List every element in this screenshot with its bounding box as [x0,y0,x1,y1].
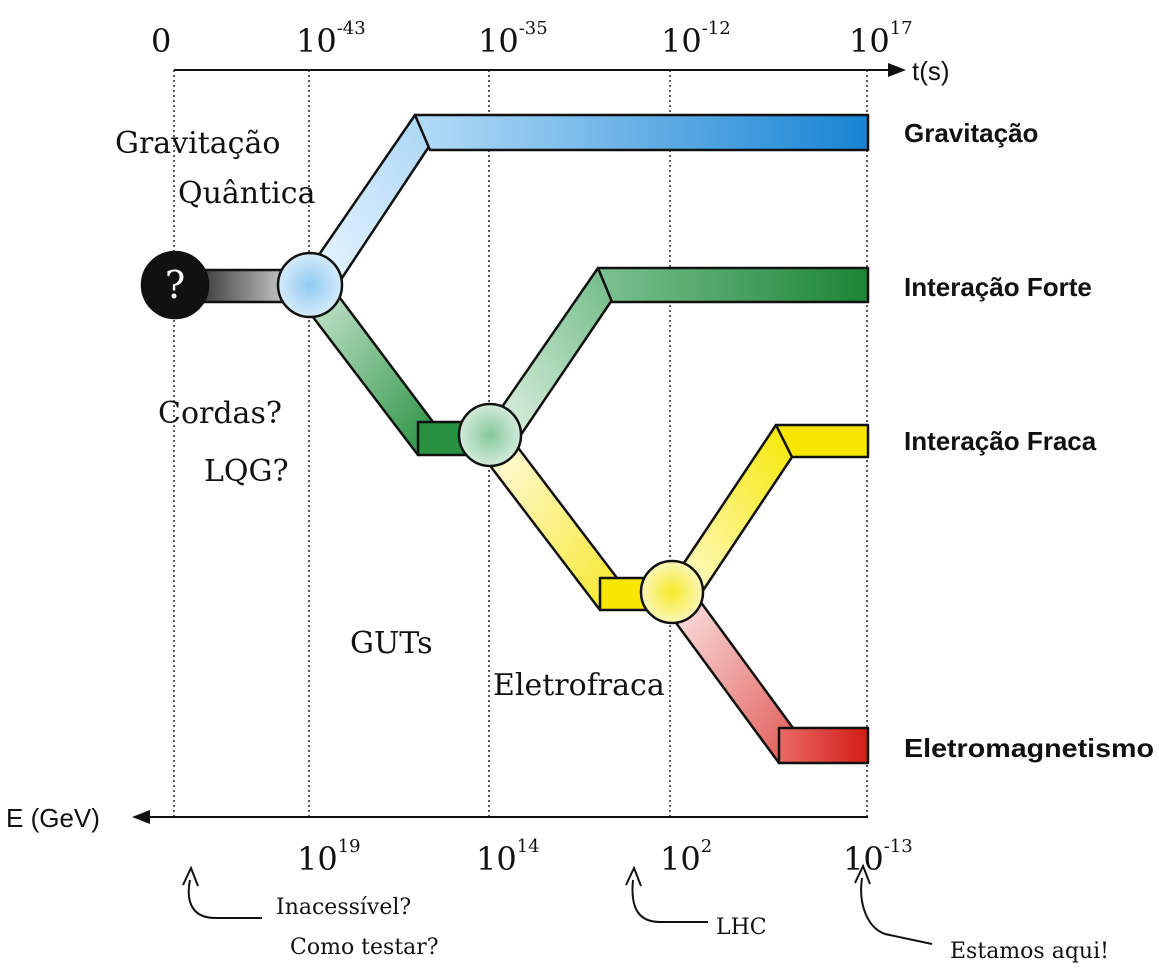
here-arrow-icon [860,877,933,945]
lhc-arrowhead-icon [625,865,642,887]
time-tick-4: 1017 [849,18,913,60]
note-texts: Inacessível? Como testar? LHC Estamos aq… [276,895,1109,964]
unification-nodes [140,250,705,625]
note-lhc: LHC [716,915,767,940]
energy-tick-1: 1014 [476,836,540,878]
energy-tick-3: 10-13 [843,836,913,878]
electroweak-label: Eletrofraca [493,668,665,703]
label-strong: Interação Forte [904,272,1092,302]
band-electroweak-descent [486,443,619,612]
quantum-gravity-line2: Quântica [178,176,316,211]
inaccessible-arrow-icon [187,879,262,919]
label-gravity: Gravitação [904,118,1038,148]
time-tick-3: 10-12 [661,18,731,60]
band-em-descent [666,595,795,765]
band-weak [774,423,870,459]
label-em: Eletromagnetismo [904,733,1154,763]
electroweak-node [639,559,705,625]
time-tick-1: 10-43 [296,18,366,60]
note-inaccessible-line1: Inacessível? [276,895,411,920]
energy-axis-label: E (GeV) [6,803,100,833]
question-mark-icon: ? [165,263,185,307]
quantum-gravity-line1: Gravitação [115,126,280,161]
force-labels: Gravitação Interação Forte Interação Fra… [904,118,1154,763]
energy-tick-2: 102 [660,836,712,878]
energy-tick-0: 1019 [297,836,361,878]
band-em [777,726,870,765]
energy-axis-ticks: 1019 1014 102 10-13 [297,836,913,878]
guts-label: GUTs [350,626,432,661]
time-axis-label: t(s) [912,56,950,86]
band-strong [596,266,870,304]
time-tick-2: 10-35 [478,18,548,60]
lhc-arrow-icon [631,879,708,923]
region-labels: Gravitação Quântica Cordas? LQG? GUTs El… [115,126,665,703]
label-weak: Interação Fraca [904,426,1097,456]
time-tick-0: 0 [151,22,171,60]
time-axis-arrow [888,63,906,77]
gravity-unification-node [276,251,344,319]
band-gravity [413,113,870,152]
note-here: Estamos aqui! [950,939,1109,964]
notes [182,863,933,945]
gut-node [457,402,523,468]
lqg-label: LQG? [204,454,289,489]
energy-axis-arrow [132,810,150,824]
here-arrowhead-icon [854,863,871,885]
note-inaccessible-line2: Como testar? [290,935,439,960]
inaccessible-arrowhead-icon [182,865,199,887]
unknown-node [140,250,210,320]
strings-label: Cordas? [158,396,282,431]
time-axis-ticks: 0 10-43 10-35 10-12 1017 [151,18,913,60]
